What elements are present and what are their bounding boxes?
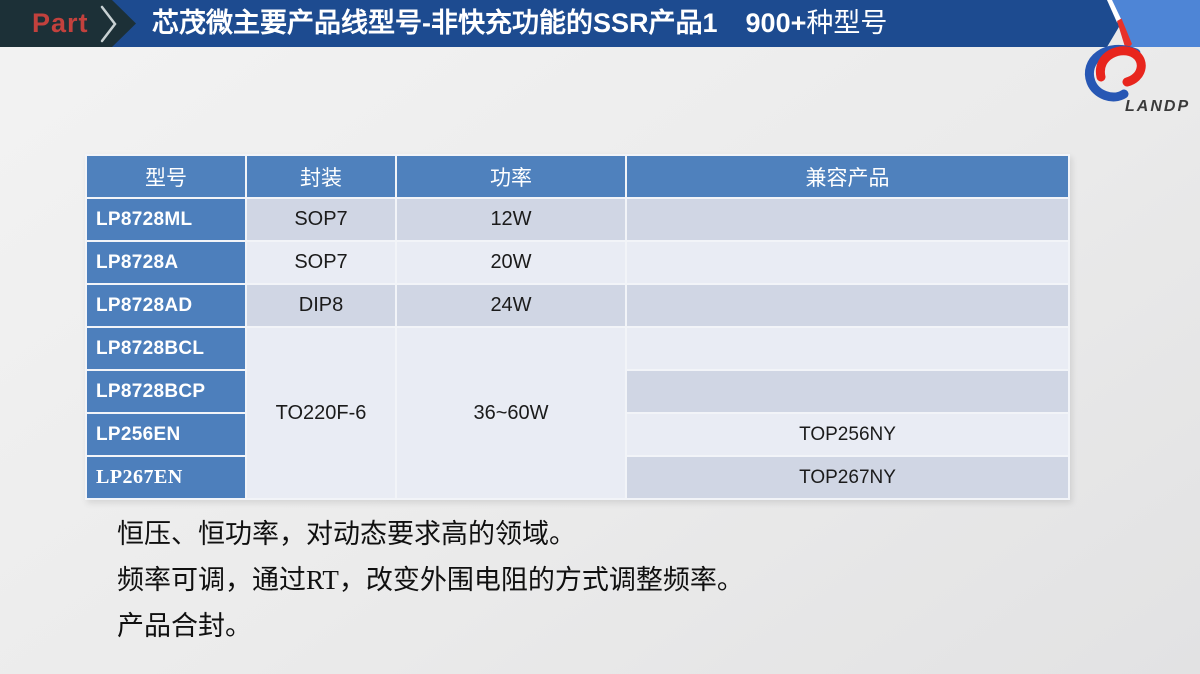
power-cell: 24W — [397, 285, 625, 326]
notes-block: 恒压、恒功率，对动态要求高的领域。 频率可调，通过RT，改变外围电阻的方式调整频… — [117, 511, 744, 649]
col-header-package: 封装 — [247, 156, 395, 197]
package-cell: SOP7 — [247, 199, 395, 240]
note-line: 频率可调，通过RT，改变外围电阻的方式调整频率。 — [117, 565, 744, 595]
model-cell: LP8728A — [87, 242, 245, 283]
col-header-compatible: 兼容产品 — [627, 156, 1068, 197]
compatible-cell — [627, 199, 1068, 240]
compatible-cell — [627, 328, 1068, 369]
page-title: 芯茂微主要产品线型号-非快充功能的SSR产品1 900+种型号 — [152, 0, 887, 47]
slide-header: Part 芯茂微主要产品线型号-非快充功能的SSR产品1 900+种型号 — [0, 0, 1200, 47]
note-line: 恒压、恒功率，对动态要求高的领域。 — [117, 519, 576, 549]
title-bar — [112, 0, 1060, 47]
model-cell: LP8728BCP — [87, 371, 245, 412]
col-header-model: 型号 — [87, 156, 245, 197]
compatible-cell: TOP256NY — [627, 414, 1068, 455]
landp-logo-text: LANDP — [1125, 98, 1190, 115]
model-cell: LP8728ML — [87, 199, 245, 240]
product-table: 型号 封装 功率 兼容产品 LP8728ML SOP7 12W LP8728A … — [85, 154, 1070, 500]
package-cell-merged: TO220F-6 — [247, 328, 395, 498]
model-cell: LP8728AD — [87, 285, 245, 326]
chevron-right-icon — [100, 5, 117, 43]
note-line: 产品合封。 — [117, 611, 252, 641]
package-cell: DIP8 — [247, 285, 395, 326]
compatible-cell — [627, 285, 1068, 326]
model-cell: LP256EN — [87, 414, 245, 455]
package-cell: SOP7 — [247, 242, 395, 283]
power-cell: 20W — [397, 242, 625, 283]
compatible-cell: TOP267NY — [627, 457, 1068, 498]
col-header-power: 功率 — [397, 156, 625, 197]
compatible-cell — [627, 371, 1068, 412]
model-count-suffix: 种型号 — [806, 8, 888, 38]
power-cell: 12W — [397, 199, 625, 240]
page-title-main: 芯茂微主要产品线型号-非快充功能的SSR产品1 — [152, 8, 718, 38]
power-cell-merged: 36~60W — [397, 328, 625, 498]
title-bar-arrow-decoration — [1050, 0, 1200, 47]
compatible-cell — [627, 242, 1068, 283]
model-cell: LP267EN — [87, 457, 245, 498]
landp-logo: LANDP — [1085, 44, 1190, 115]
model-count: 900+ — [745, 8, 807, 38]
model-cell: LP8728BCL — [87, 328, 245, 369]
part-label: Part — [32, 8, 89, 38]
part-banner — [0, 0, 140, 47]
